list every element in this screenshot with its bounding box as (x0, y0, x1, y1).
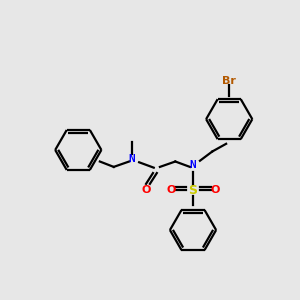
Text: O: O (166, 185, 175, 195)
Text: S: S (188, 184, 197, 196)
Text: N: N (129, 154, 136, 164)
Text: O: O (211, 185, 220, 195)
Text: Br: Br (222, 76, 236, 86)
Text: O: O (141, 185, 151, 195)
Text: N: N (190, 160, 196, 170)
